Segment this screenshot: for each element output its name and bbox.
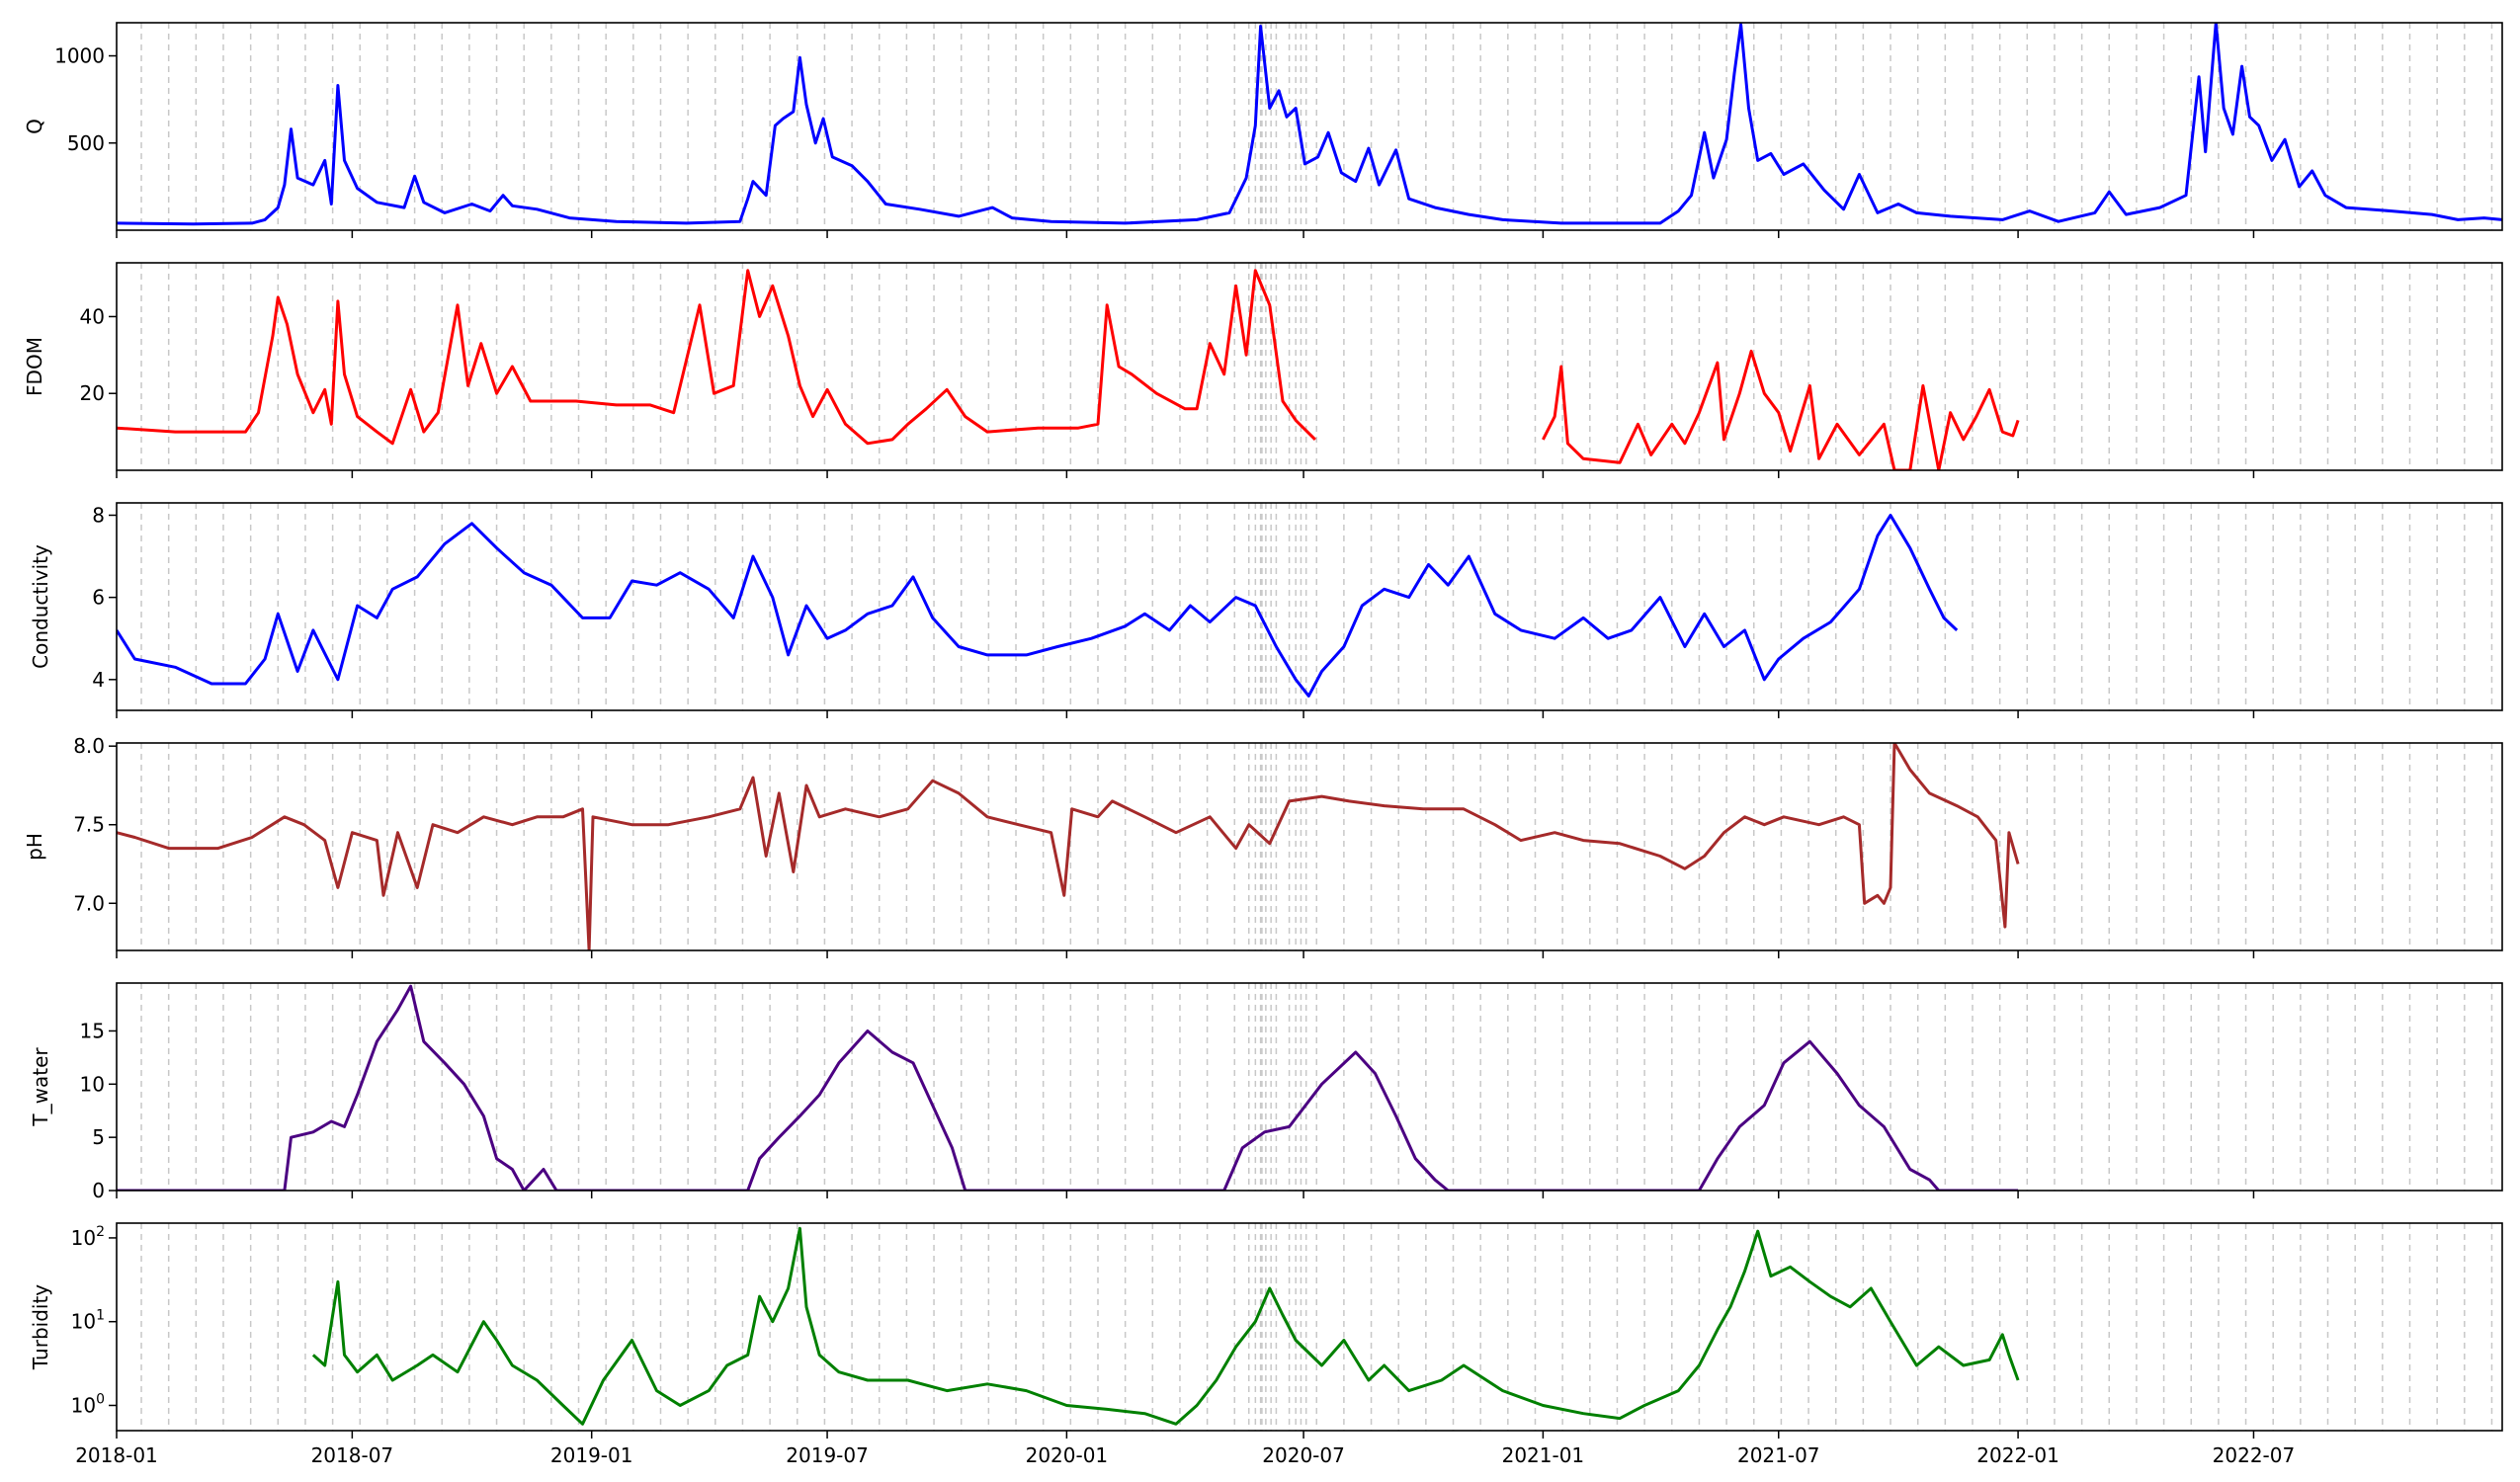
y-tick-label: 0 bbox=[92, 1179, 105, 1202]
y-axis-label: Turbidity bbox=[29, 1284, 52, 1370]
axes-frame bbox=[116, 982, 2503, 1192]
y-axis-label: Q bbox=[23, 119, 46, 134]
y-tick-label: 20 bbox=[80, 381, 105, 405]
vertical-gridlines bbox=[140, 743, 2493, 950]
data-line bbox=[117, 23, 2502, 226]
y-tick-label: 8 bbox=[92, 503, 105, 527]
x-tick-label: 2019-07 bbox=[786, 1443, 869, 1467]
axes-frame bbox=[116, 502, 2503, 711]
data-line bbox=[311, 1226, 2020, 1426]
x-tick-label: 2022-07 bbox=[2213, 1443, 2296, 1467]
data-line bbox=[117, 743, 2020, 950]
x-tick-label: 2020-07 bbox=[1262, 1443, 1345, 1467]
data-line bbox=[1542, 349, 2020, 470]
y-axis-label: FDOM bbox=[23, 337, 46, 396]
x-tick-label: 2022-01 bbox=[1976, 1443, 2059, 1467]
data-line bbox=[117, 514, 1959, 698]
panel-q: 500 1000 Q bbox=[23, 22, 2503, 238]
y-tick-label: 100 bbox=[71, 1391, 105, 1417]
y-tick-label: 1000 bbox=[54, 44, 105, 68]
x-tick-label: 2021-01 bbox=[1502, 1443, 1585, 1467]
panel-ph: 7.0 7.5 8.0 pH bbox=[23, 734, 2503, 958]
y-axis-label: T_water bbox=[29, 1047, 52, 1127]
x-tick-label: 2021-07 bbox=[1737, 1443, 1820, 1467]
x-tick-label: 2018-01 bbox=[75, 1443, 158, 1467]
axes-frame bbox=[116, 22, 2503, 231]
axes-frame bbox=[116, 262, 2503, 471]
vertical-gridlines bbox=[140, 263, 2493, 470]
panel-turbidity: 100 101 102 Turbidity 2018-01 2018-07 2019-01 2… bbox=[29, 1222, 2503, 1467]
data-line bbox=[117, 269, 1316, 446]
axes-frame bbox=[116, 742, 2503, 951]
vertical-gridlines bbox=[140, 983, 2493, 1191]
y-tick-label: 6 bbox=[92, 586, 105, 610]
y-tick-label: 5 bbox=[92, 1125, 105, 1149]
panel-conductivity: 4 6 8 Conductivity bbox=[29, 502, 2503, 718]
y-tick-label: 102 bbox=[71, 1224, 105, 1250]
panel-fdom: 20 40 FDOM bbox=[23, 262, 2503, 478]
x-tick-label: 2020-01 bbox=[1026, 1443, 1109, 1467]
y-tick-label: 7.5 bbox=[73, 813, 105, 837]
y-tick-label: 8.0 bbox=[73, 734, 105, 758]
y-tick-label: 7.0 bbox=[73, 891, 105, 915]
vertical-gridlines bbox=[140, 23, 2493, 230]
panel-t-water: 0 5 10 15 T_water bbox=[29, 982, 2503, 1202]
vertical-gridlines bbox=[140, 503, 2493, 710]
y-tick-label: 15 bbox=[80, 1019, 105, 1042]
y-axis-label: Conductivity bbox=[29, 544, 52, 669]
x-tick-label: 2018-07 bbox=[311, 1443, 394, 1467]
y-tick-label: 101 bbox=[71, 1308, 105, 1334]
x-tick-label: 2019-01 bbox=[550, 1443, 633, 1467]
axes-frame bbox=[116, 1222, 2503, 1432]
vertical-gridlines bbox=[140, 1223, 2493, 1431]
y-axis-label: pH bbox=[23, 833, 46, 861]
y-tick-label: 500 bbox=[67, 131, 105, 155]
y-tick-label: 4 bbox=[92, 668, 105, 692]
y-tick-label: 40 bbox=[80, 304, 105, 328]
y-tick-label: 10 bbox=[80, 1072, 105, 1096]
data-line bbox=[117, 984, 2019, 1191]
